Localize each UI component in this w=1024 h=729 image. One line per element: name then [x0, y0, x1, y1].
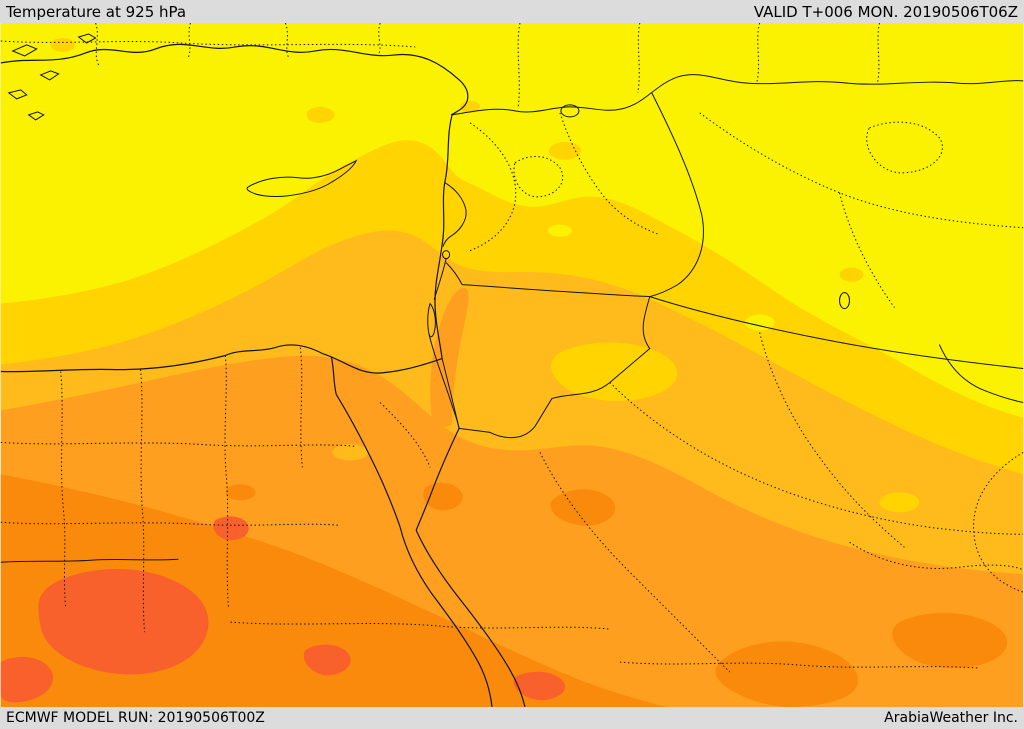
golan-border [445, 262, 463, 285]
jordan-rift-border-north [433, 258, 447, 300]
gold-spot-syria [548, 141, 581, 160]
dark-orange-blob-nw-saudi [550, 489, 616, 526]
dark-orange-spot-egypt [225, 484, 256, 501]
red-sea-west-shore [399, 527, 493, 707]
lake-iraq [839, 292, 851, 310]
map-canvas [0, 23, 1024, 707]
jordan-syria-border [462, 284, 650, 298]
dark-orange-blob-southeast-2 [892, 612, 1008, 668]
red-sea-east-shore [415, 530, 526, 707]
jordan-rift-border-south [428, 334, 460, 429]
yellow-spot-syria [547, 224, 572, 237]
red-blob-small-1 [213, 516, 249, 541]
gulf-of-suez [335, 394, 401, 528]
aegean-island-1 [11, 44, 38, 57]
red-blob-small-2 [303, 644, 351, 676]
map-title: Temperature at 925 hPa [6, 2, 187, 21]
lebanon-border [442, 182, 467, 247]
kuwait-border [938, 344, 1024, 403]
valid-time-label: VALID T+006 MON. 20190506T06Z [753, 2, 1018, 21]
levant-coast [434, 114, 453, 359]
jordan-saudi-border [459, 296, 651, 439]
cyprus-island [246, 159, 358, 198]
gold-spot-saudi-east [879, 492, 920, 513]
turkey-syria-iraq-border [452, 74, 1024, 116]
provider-label: ArabiaWeather Inc. [884, 710, 1018, 726]
country-borders [0, 74, 1024, 563]
gold-spot-iraq [839, 267, 864, 282]
yellow-spot-iraq [744, 314, 775, 331]
model-run-label: ECMWF MODEL RUN: 20190506T00Z [6, 710, 265, 726]
syria-iraq-border [649, 92, 704, 298]
red-blob-small-3 [513, 671, 566, 701]
coastlines [0, 33, 851, 707]
orange-tongue-rift-valley [430, 287, 469, 428]
admin-borders-dotted [0, 23, 1024, 673]
temperature-map-svg [0, 23, 1024, 707]
iraq-saudi-border [649, 296, 1024, 369]
lake-north-syria [560, 104, 580, 118]
suez-canal [330, 356, 337, 395]
aegean-island-4 [77, 33, 97, 44]
temperature-field [0, 23, 1024, 707]
aegean-island-3 [7, 89, 28, 100]
gulf-of-aqaba [415, 428, 460, 531]
gold-spot-aegean [50, 37, 75, 52]
gold-spot-anatolia [306, 106, 335, 123]
aegean-island-5 [27, 111, 45, 121]
temp-band-yellow [0, 23, 1024, 418]
turkey-south-coast [0, 43, 469, 116]
footer-bar: ECMWF MODEL RUN: 20190506T00Z ArabiaWeat… [0, 707, 1024, 729]
egypt-south-border [0, 558, 179, 563]
aegean-island-2 [39, 70, 60, 81]
egypt-north-coast [0, 344, 443, 374]
red-blob-south-egypt-large [38, 568, 209, 675]
dark-orange-blob-southeast-1 [715, 641, 858, 707]
dead-sea [427, 302, 436, 338]
gold-patch-south-jordan [551, 342, 678, 401]
header-bar: Temperature at 925 hPa VALID T+006 MON. … [0, 0, 1024, 23]
red-blob-southwest-corner [0, 656, 53, 703]
amber-spot-egypt [332, 444, 369, 461]
